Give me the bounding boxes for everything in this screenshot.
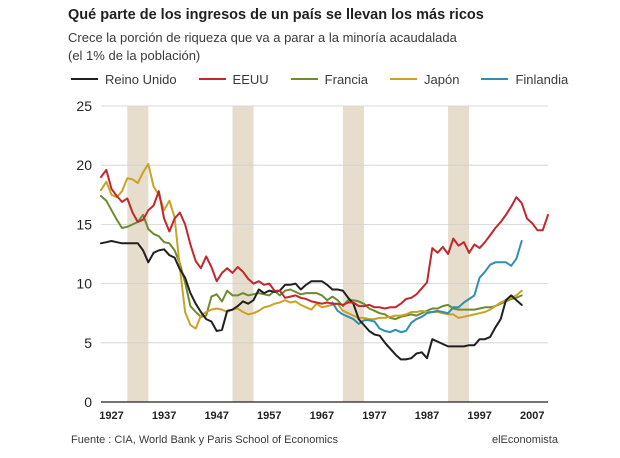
legend-swatch-francia	[290, 78, 318, 80]
y-tick-label: 25	[76, 98, 92, 114]
y-tick-label: 0	[84, 394, 92, 410]
x-tick-label: 1957	[257, 410, 281, 422]
shaded-band-3	[448, 106, 470, 402]
x-tick-label: 1927	[99, 410, 123, 422]
legend-item-francia: Francia	[290, 71, 369, 87]
x-axis-labels: 1927 1937 1947 1957 1967 1977 1987 1997 2007	[99, 410, 544, 422]
series-line-eeuu	[100, 168, 549, 310]
series-line-japon	[100, 163, 523, 330]
source-note: Fuente : CIA, World Bank y Paris School …	[71, 434, 338, 446]
shaded-band-2	[342, 106, 364, 402]
x-tick-label: 2007	[520, 410, 544, 422]
x-tick-label: 1967	[310, 410, 334, 422]
chart-title: Qué parte de los ingresos de un país se …	[68, 7, 484, 23]
y-tick-label: 5	[84, 335, 92, 351]
series-line-francia	[100, 195, 523, 321]
legend-label-japon: Japón	[424, 71, 460, 87]
legend-label-finlandia: Finlandia	[515, 71, 569, 87]
legend-label-eeuu: EEUU	[232, 71, 269, 87]
subtitle-line-2: (el 1% de la población)	[68, 48, 201, 63]
legend-label-francia: Francia	[324, 71, 369, 87]
series-line-reino-unido	[100, 240, 523, 361]
x-tick-label: 1977	[362, 410, 386, 422]
legend-item-reino-unido: Reino Unido	[71, 72, 177, 87]
x-tick-label: 1997	[467, 410, 491, 422]
shaded-band-1	[232, 106, 254, 402]
legend-swatch-japon	[390, 78, 418, 80]
brand-logo-text: elEconomista	[491, 434, 558, 446]
y-tick-label: 10	[76, 276, 92, 292]
y-tick-label: 20	[76, 157, 92, 173]
legend-swatch-eeuu	[198, 78, 226, 80]
legend-label-reino-unido: Reino Unido	[105, 71, 177, 87]
legend-swatch-reino-unido	[71, 78, 98, 80]
chart-subtitle: Crece la porción de riqueza que va a par…	[68, 29, 457, 65]
legend-item-japon: Japón	[390, 72, 459, 87]
series-line-finlandia	[331, 240, 523, 334]
legend-swatch-finlandia	[481, 78, 509, 80]
x-tick-label: 1937	[152, 410, 176, 422]
legend-item-finlandia: Finlandia	[481, 72, 568, 87]
x-tick-label: 1947	[204, 410, 228, 422]
subtitle-line-1: Crece la porción de riqueza que va a par…	[68, 30, 457, 45]
y-axis-labels: 0 5 10 15 20 25	[76, 98, 92, 410]
y-tick-label: 15	[76, 216, 92, 232]
x-tick-label: 1987	[415, 410, 439, 422]
legend-item-eeuu: EEUU	[198, 71, 269, 87]
chart-legend: Reino Unido EEUU Francia Japón Finlandia	[71, 71, 568, 87]
series-lines	[100, 163, 549, 361]
